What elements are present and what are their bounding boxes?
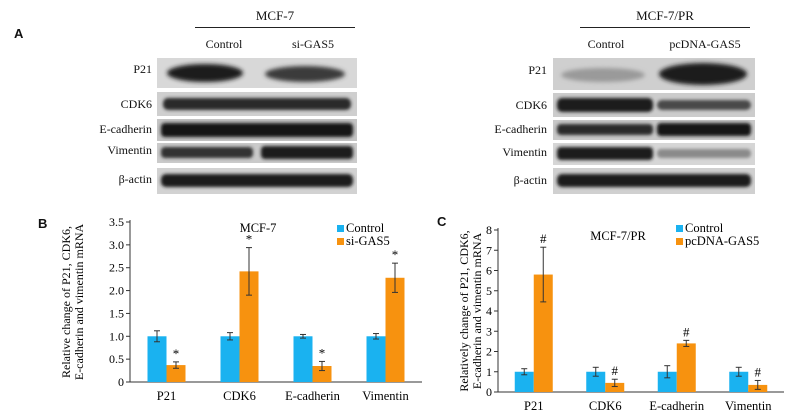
- chart-b-ylabel-line: E-cadherin and vimentin mRNA: [72, 224, 86, 381]
- chart-b-ylabel-line: Relative change of P21, CDK6,: [59, 226, 73, 378]
- chart-b-significance-mark: *: [319, 345, 326, 360]
- chart-c-ytick-label: 6: [486, 264, 492, 278]
- chart-b-bar-si-gas5-vimentin: [385, 277, 405, 382]
- chart-b-ytick-label: 1.5: [109, 306, 124, 320]
- chart-c-bar-control-p21: [514, 371, 534, 392]
- chart-b-legend-label: Control: [346, 221, 385, 235]
- chart-c-bar-control-e-cadherin: [657, 371, 677, 392]
- left-blot-title-line: [195, 27, 355, 28]
- chart-b-legend-swatch: [337, 238, 344, 245]
- chart-c-ylabel-line: E-cadherin and vimentin mRNA: [470, 233, 484, 390]
- chart-c-significance-mark: #: [755, 364, 762, 379]
- right-blot-row-label-ecadherin: E-cadherin: [494, 122, 547, 136]
- chart-c-significance-mark: #: [540, 231, 547, 246]
- chart-c: Relatively change of P21, CDK6, E-cadheri…: [457, 221, 784, 413]
- chart-b-category-label: P21: [157, 389, 176, 403]
- right-blot-row-label-vimentin: Vimentin: [502, 145, 547, 159]
- left-blot-condition-control: Control: [205, 37, 243, 51]
- chart-c-category-label: Vimentin: [725, 399, 772, 413]
- chart-c-title: MCF-7/PR: [590, 229, 646, 243]
- chart-b-bar-control-p21: [147, 336, 167, 382]
- chart-c-ytick-label: 7: [486, 243, 492, 257]
- right-blot-strip-ecadherin: [553, 120, 755, 140]
- chart-b-ytick-label: 1.0: [109, 329, 124, 343]
- chart-b-legend-swatch: [337, 225, 344, 232]
- right-blot-condition-treatment: pcDNA-GAS5: [669, 37, 741, 51]
- chart-b-bar-control-vimentin: [366, 336, 386, 382]
- chart-b-significance-mark: *: [392, 247, 399, 262]
- chart-c-significance-mark: #: [683, 324, 690, 339]
- chart-c-ylabel-line: Relatively change of P21, CDK6,: [457, 230, 471, 391]
- left-blot-strip-vimentin: [157, 143, 357, 163]
- chart-c-category-label: CDK6: [589, 399, 622, 413]
- chart-c-significance-mark: #: [612, 363, 619, 378]
- chart-c-bar-pcdna-gas5-p21: [533, 274, 553, 392]
- left-blot-row-label-vimentin: Vimentin: [107, 143, 152, 157]
- chart-c-legend-label: Control: [685, 221, 724, 235]
- chart-b-ytick-label: 3.0: [109, 238, 124, 252]
- chart-b-legend-label: si-GAS5: [346, 234, 390, 248]
- chart-b-bar-si-gas5-p21: [166, 365, 186, 382]
- right-blot-strip-bactin: [553, 168, 755, 194]
- right-blot-row-label-cdk6: CDK6: [515, 98, 547, 112]
- left-blot-row-label-bactin: β-actin: [118, 172, 152, 186]
- chart-b-bar-si-gas5-e-cadherin: [312, 366, 332, 382]
- chart-c-ytick-label: 8: [486, 223, 492, 237]
- chart-b-significance-mark: *: [246, 232, 253, 247]
- chart-c-legend-label: pcDNA-GAS5: [685, 234, 759, 248]
- chart-c-ytick-label: 5: [486, 284, 492, 298]
- chart-c-category-label: E-cadherin: [649, 399, 705, 413]
- chart-b: Relative change of P21, CDK6, E-cadherin …: [59, 215, 422, 403]
- right-blot-strip-vimentin: [553, 143, 755, 165]
- chart-b-significance-mark: *: [173, 346, 180, 361]
- left-blot-title: MCF-7: [255, 8, 295, 23]
- left-blot-strip-bactin: [157, 168, 357, 194]
- panel-b-letter: B: [38, 216, 48, 231]
- chart-c-legend-swatch: [676, 225, 683, 232]
- left-blot-row-label-ecadherin: E-cadherin: [99, 122, 152, 136]
- panel-c-letter: C: [437, 214, 447, 229]
- chart-b-bar-control-cdk6: [220, 336, 240, 382]
- chart-c-ytick-label: 0: [486, 385, 492, 399]
- chart-c-category-label: P21: [524, 399, 543, 413]
- right-blot-condition-control: Control: [587, 37, 625, 51]
- chart-b-bar-si-gas5-cdk6: [239, 271, 259, 382]
- right-blot-row-label-bactin: β-actin: [513, 173, 547, 187]
- right-blot-title-line: [580, 27, 750, 28]
- chart-b-category-label: Vimentin: [362, 389, 409, 403]
- right-blot-strip-cdk6: [553, 93, 755, 117]
- chart-b-ytick-label: 0: [118, 375, 124, 389]
- chart-c-ytick-label: 2: [486, 345, 492, 359]
- right-blot-image: [553, 58, 755, 194]
- chart-c-legend-swatch: [676, 238, 683, 245]
- right-blot-row-label-p21: P21: [528, 63, 547, 77]
- chart-b-bar-control-e-cadherin: [293, 336, 313, 382]
- left-blot-strip-ecadherin: [157, 119, 357, 141]
- chart-c-bar-control-vimentin: [729, 371, 749, 392]
- chart-c-ytick-label: 3: [486, 324, 492, 338]
- left-blot-strip-p21: [157, 58, 357, 88]
- left-blot-strip-cdk6: [157, 92, 357, 116]
- chart-b-ytick-label: 0.5: [109, 352, 124, 366]
- left-blot-row-label-p21: P21: [133, 62, 152, 76]
- left-blot-condition-treatment: si-GAS5: [291, 37, 334, 51]
- chart-c-ytick-label: 4: [486, 304, 492, 318]
- chart-b-ytick-label: 2.5: [109, 261, 124, 275]
- right-blot-title: MCF-7/PR: [636, 8, 694, 23]
- chart-c-bar-pcdna-gas5-cdk6: [605, 382, 625, 392]
- chart-c-bar-pcdna-gas5-e-cadherin: [676, 343, 696, 392]
- chart-c-ytick-label: 1: [486, 365, 492, 379]
- chart-b-title: MCF-7: [240, 221, 277, 235]
- chart-b-ytick-label: 2.0: [109, 284, 124, 298]
- left-blot-row-label-cdk6: CDK6: [120, 97, 152, 111]
- chart-b-category-label: E-cadherin: [285, 389, 341, 403]
- right-blot-strip-p21: [553, 58, 755, 90]
- left-blot-image: [157, 58, 357, 194]
- chart-b-category-label: CDK6: [223, 389, 256, 403]
- chart-b-ytick-label: 3.5: [109, 215, 124, 229]
- panel-a-letter: A: [14, 26, 24, 41]
- chart-c-bar-control-cdk6: [586, 371, 606, 392]
